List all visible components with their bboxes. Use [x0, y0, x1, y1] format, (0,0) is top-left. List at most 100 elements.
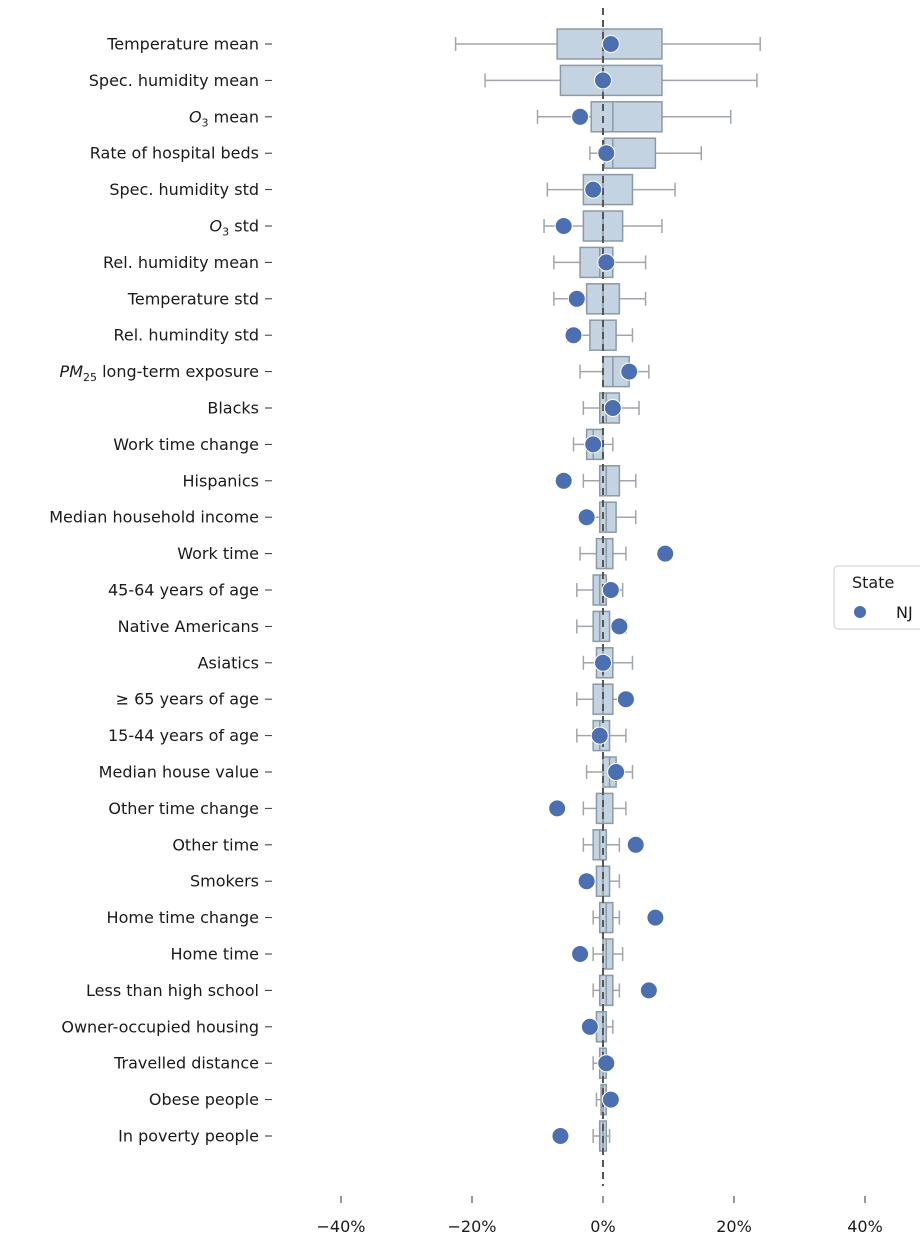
row: Other time change [108, 792, 627, 825]
row: Home time [171, 938, 624, 970]
nj-point [554, 471, 573, 490]
nj-point [597, 144, 616, 163]
nj-point [594, 653, 612, 672]
y-tick-label: Owner-occupied housing [61, 1017, 259, 1036]
y-tick-label: O3 mean [189, 107, 259, 129]
nj-point [646, 908, 665, 927]
y-tick-label-prefix: O [210, 217, 223, 236]
y-tick-label: Blacks [207, 399, 259, 418]
box [598, 465, 621, 497]
nj-point [551, 1127, 570, 1145]
nj-point [584, 180, 603, 199]
row: Spec. humidity mean [89, 64, 758, 97]
row: Travelled distance [113, 1047, 611, 1079]
y-tick-label: Other time change [108, 799, 259, 818]
row: Work time change [113, 428, 614, 461]
y-tick-label: ≥ 65 years of age [116, 690, 259, 709]
y-tick-label-subscript: 25 [83, 371, 97, 384]
nj-point [571, 107, 590, 126]
y-tick-label: Rel. humidity mean [103, 253, 259, 272]
nj-point [601, 35, 620, 53]
y-tick-label: Work time change [113, 435, 259, 454]
nj-point [584, 435, 603, 454]
y-tick-label: Temperature mean [106, 35, 259, 54]
y-tick-label: Spec. humidity std [109, 180, 259, 199]
y-tick-label-prefix: O [189, 107, 202, 126]
y-tick-label: PM25 long-term exposure [60, 362, 259, 384]
y-tick-label: 45-64 years of age [108, 581, 259, 600]
y-tick-label: Median house value [99, 763, 259, 782]
row: 15-44 years of age [108, 719, 627, 752]
y-tick-label: Smokers [190, 872, 259, 891]
row: Obese people [149, 1083, 611, 1116]
box [592, 610, 611, 643]
box [595, 537, 614, 570]
row: Native Americans [118, 610, 627, 643]
nj-point [603, 399, 622, 417]
nj-point [626, 835, 645, 854]
nj-point [610, 617, 629, 636]
nj-point [601, 581, 620, 599]
legend-marker-nj [854, 606, 866, 618]
row: Owner-occupied housing [61, 1011, 614, 1043]
row: Other time [172, 829, 621, 861]
y-tick-label: Hispanics [183, 471, 260, 490]
x-axis: −40% −20% 0% 20% 40% [317, 1196, 883, 1236]
nj-point [571, 945, 590, 963]
x-tick-label: −40% [317, 1217, 366, 1236]
y-tick-label: O3 std [210, 217, 259, 239]
x-tick-label: −20% [448, 1217, 497, 1236]
legend: State NJ [833, 565, 920, 630]
y-tick-label: 15-44 years of age [108, 726, 259, 745]
y-tick-label: Home time change [107, 908, 259, 927]
row: PM25 long-term exposure [60, 355, 650, 388]
row: Smokers [190, 865, 621, 897]
nj-point [597, 253, 616, 272]
y-tick-label: Other time [172, 835, 259, 854]
box [595, 792, 614, 825]
nj-point [639, 981, 658, 1000]
y-tick-label: Spec. humidity mean [89, 71, 259, 90]
y-tick-label: Native Americans [118, 617, 259, 636]
row: O3 std [210, 210, 663, 242]
row: In poverty people [118, 1120, 611, 1152]
nj-point [577, 872, 596, 891]
nj-point [554, 217, 573, 235]
nj-point [577, 508, 596, 527]
nj-point [607, 763, 626, 781]
nj-point [567, 289, 586, 308]
y-tick-label-subscript: 3 [222, 226, 229, 239]
y-tick-label: In poverty people [118, 1127, 259, 1146]
y-tick-label: Work time [177, 544, 259, 563]
row: Work time [177, 537, 627, 570]
y-tick-label-suffix: std [229, 217, 259, 236]
y-tick-label-prefix: PM [60, 362, 84, 381]
nj-point [564, 326, 583, 345]
row: Hispanics [183, 465, 637, 497]
row: Home time change [107, 901, 621, 934]
points-layer [548, 35, 675, 1145]
y-tick-label: Home time [171, 945, 259, 964]
y-tick-label: Rel. humindity std [113, 326, 259, 345]
row: Asiatics [198, 647, 634, 679]
box [602, 938, 614, 970]
row: Blacks [207, 392, 640, 424]
x-tick-label: 40% [847, 1217, 883, 1236]
nj-point [597, 1054, 616, 1073]
nj-point [594, 71, 612, 90]
nj-point [580, 1017, 599, 1036]
nj-point [620, 362, 639, 381]
row: Less than high school [86, 974, 621, 1007]
row: O3 mean [189, 101, 732, 133]
y-tick-label: Median household income [49, 508, 259, 527]
y-tick-label: Rate of hospital beds [90, 144, 259, 163]
x-tick-label: 0% [590, 1217, 615, 1236]
x-tick-label: 20% [716, 1217, 752, 1236]
nj-point [601, 1090, 620, 1109]
row: Temperature std [127, 283, 647, 315]
y-tick-label: Obese people [149, 1090, 259, 1109]
y-tick-label-suffix: long-term exposure [97, 362, 259, 381]
nj-point [548, 799, 567, 818]
row: Median household income [49, 501, 637, 533]
